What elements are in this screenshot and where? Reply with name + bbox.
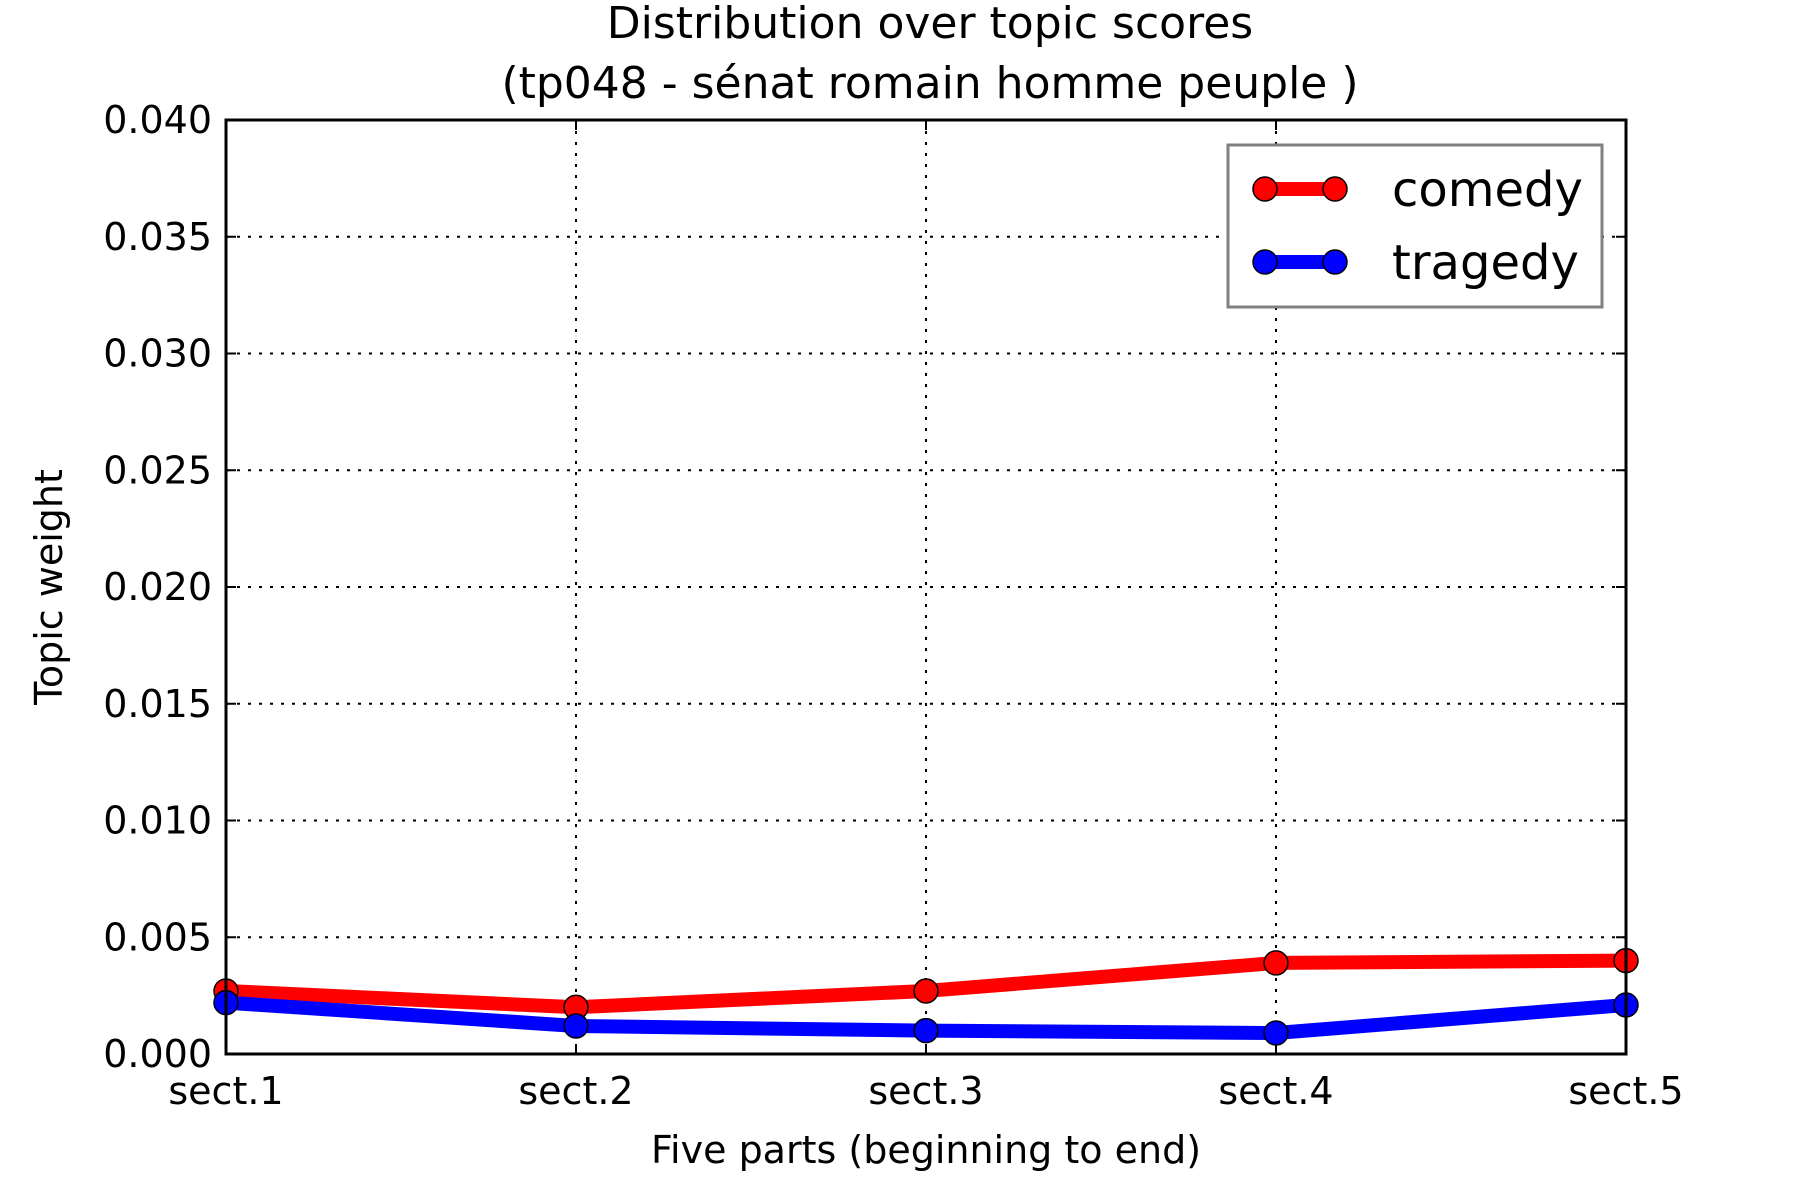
y-tick-label: 0.000 [103, 1032, 212, 1076]
data-point-comedy [1263, 950, 1289, 976]
x-axis-label: Five parts (beginning to end) [651, 1128, 1201, 1172]
legend: comedy tragedy [1226, 143, 1604, 309]
y-tick-label: 0.040 [103, 98, 212, 142]
y-tick-label: 0.015 [103, 682, 212, 726]
x-tick-label: sect.1 [168, 1069, 283, 1113]
legend-marker-comedy [1252, 176, 1278, 202]
x-tick-label: sect.2 [518, 1069, 633, 1113]
chart-subtitle: (tp048 - sénat romain homme peuple ) [501, 58, 1358, 109]
y-tick-label: 0.025 [103, 448, 212, 492]
y-tick-label: 0.020 [103, 565, 212, 609]
legend-box [1226, 143, 1604, 309]
y-tick-label: 0.030 [103, 332, 212, 376]
legend-label-tragedy: tragedy [1392, 235, 1579, 291]
ticks: 0.000 0.005 0.010 0.015 0.020 0.025 0.030 0.035… [103, 98, 1683, 1113]
series-layer [213, 947, 1639, 1046]
x-tick-label: sect.4 [1218, 1069, 1333, 1113]
data-point-tragedy [913, 1017, 939, 1044]
data-point-tragedy [1263, 1020, 1289, 1046]
legend-marker-tragedy [1252, 249, 1278, 275]
legend-label-comedy: comedy [1392, 162, 1583, 218]
y-tick-label: 0.010 [103, 799, 212, 843]
x-tick-label: sect.3 [868, 1069, 983, 1113]
y-tick-label: 0.035 [103, 215, 212, 259]
legend-marker-comedy [1322, 176, 1348, 202]
y-tick-label: 0.005 [103, 915, 212, 959]
data-point-comedy [913, 978, 939, 1004]
data-point-tragedy [563, 1013, 589, 1039]
y-axis-label: Topic weight [27, 469, 71, 706]
chart-title: Distribution over topic scores [607, 0, 1253, 49]
x-tick-label: sect.5 [1568, 1069, 1683, 1113]
legend-marker-tragedy [1322, 249, 1348, 275]
